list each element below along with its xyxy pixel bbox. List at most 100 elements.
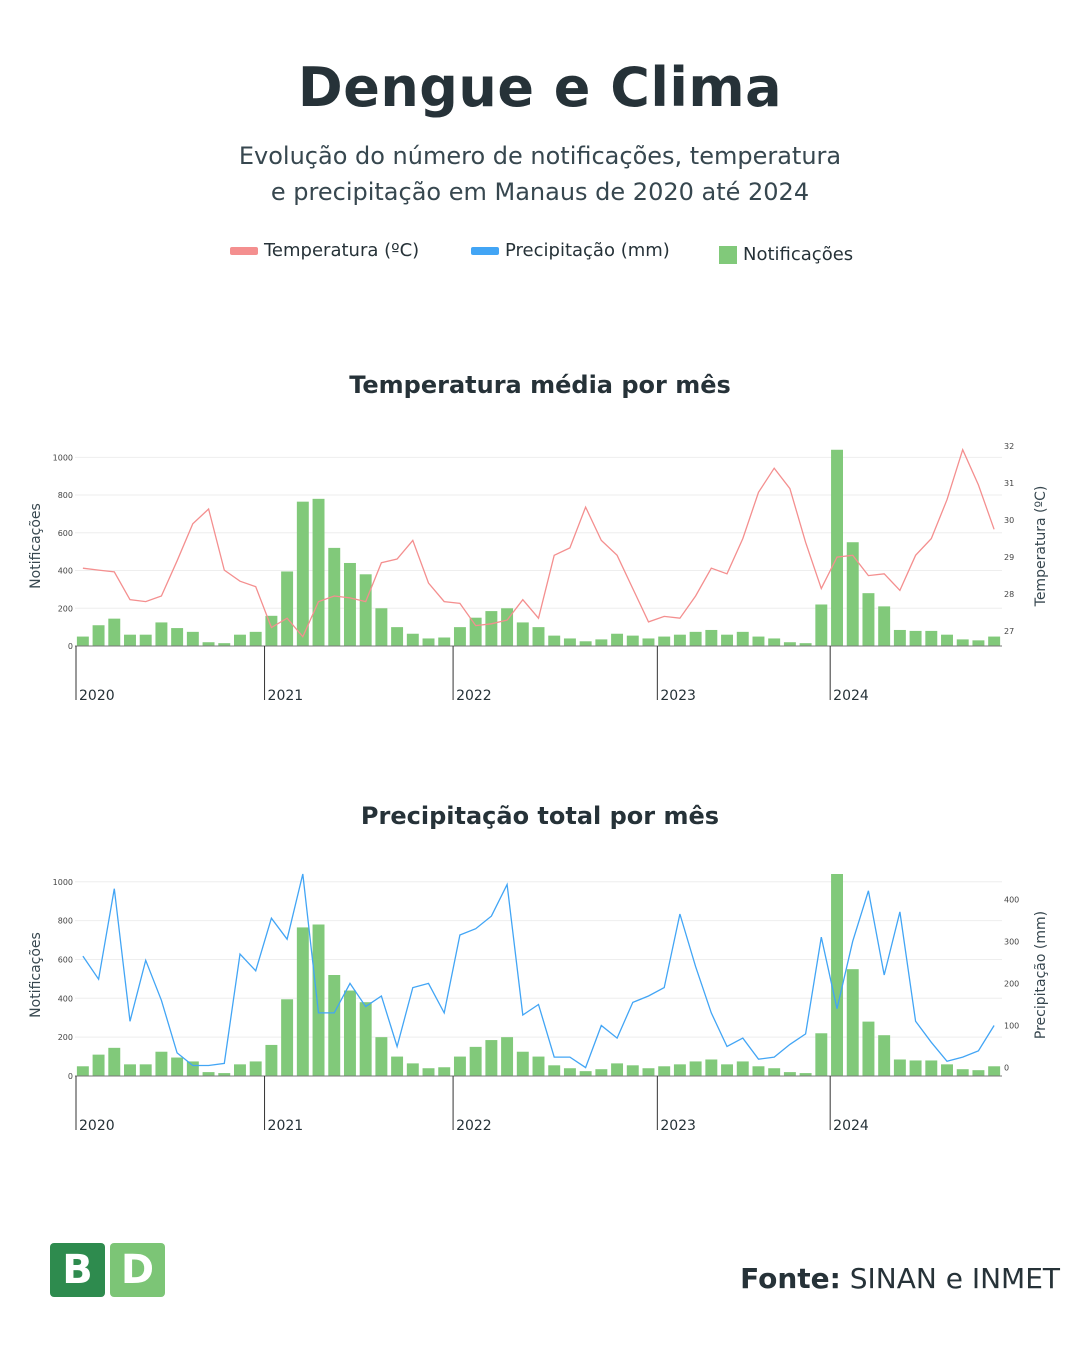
bar-notificacoes <box>988 636 1001 646</box>
y-tick-label: 0 <box>68 1072 73 1081</box>
y-tick-label: 1000 <box>53 453 73 462</box>
bar-notificacoes <box>878 1035 891 1076</box>
y-tick-label: 400 <box>58 994 73 1003</box>
y2-tick-label: 29 <box>1004 553 1014 562</box>
legend-item-temperature[interactable]: Temperatura (ºC) <box>230 240 419 261</box>
legend-swatch-precipitation <box>471 246 499 255</box>
bar-notificacoes <box>108 618 121 646</box>
bar-notificacoes <box>878 606 891 646</box>
year-label: 2023 <box>660 1118 696 1134</box>
legend-label-notifications: Notificações <box>743 244 854 265</box>
bar-notificacoes <box>752 1066 765 1076</box>
source-value: SINAN e INMET <box>849 1262 1060 1295</box>
bar-notificacoes <box>406 1063 419 1076</box>
year-label: 2024 <box>833 1118 869 1134</box>
bar-notificacoes <box>453 627 466 646</box>
year-label: 2020 <box>79 1118 115 1134</box>
bd-logo: B D <box>50 1243 170 1297</box>
bar-notificacoes <box>595 639 608 646</box>
y2-tick-label: 31 <box>1004 479 1014 488</box>
y-tick-label: 0 <box>68 642 73 651</box>
y2-tick-label: 400 <box>1004 895 1019 904</box>
bar-notificacoes <box>563 638 576 646</box>
bar-notificacoes <box>265 1044 278 1076</box>
bar-notificacoes <box>281 999 294 1076</box>
bar-notificacoes <box>501 1037 514 1076</box>
bar-notificacoes <box>218 1073 231 1076</box>
bar-notificacoes <box>815 604 828 646</box>
y2-tick-label: 200 <box>1004 979 1019 988</box>
bar-notificacoes <box>186 631 199 646</box>
bar-notificacoes <box>626 635 639 646</box>
bar-notificacoes <box>422 1068 435 1076</box>
bar-notificacoes <box>925 630 938 646</box>
y-tick-label: 1000 <box>53 878 73 887</box>
y-axis-title: Notificações <box>28 503 44 589</box>
bar-notificacoes <box>438 1067 451 1076</box>
bar-notificacoes <box>359 1002 372 1076</box>
bar-notificacoes <box>815 1033 828 1076</box>
bar-notificacoes <box>438 637 451 646</box>
bar-notificacoes <box>658 1066 671 1076</box>
bar-notificacoes <box>124 1064 136 1076</box>
bar-notificacoes <box>595 1069 608 1076</box>
y2-tick-label: 32 <box>1004 442 1014 451</box>
bar-notificacoes <box>155 622 168 646</box>
bar-notificacoes <box>642 1068 655 1076</box>
y-tick-label: 800 <box>58 917 73 926</box>
bar-notificacoes <box>909 630 922 646</box>
y2-axis-title: Precipitação (mm) <box>1033 911 1049 1039</box>
y2-tick-label: 30 <box>1004 516 1014 525</box>
y-tick-label: 600 <box>58 955 73 964</box>
line-temperature <box>82 447 995 638</box>
y-tick-label: 400 <box>58 567 73 576</box>
bar-notificacoes <box>862 593 875 646</box>
bar-notificacoes <box>673 634 686 646</box>
bar-notificacoes <box>202 642 215 646</box>
bar-notificacoes <box>705 1059 718 1076</box>
bar-notificacoes <box>846 969 859 1076</box>
bar-notificacoes <box>548 1065 561 1076</box>
bar-notificacoes <box>799 643 812 646</box>
legend-item-notifications[interactable]: Notificações <box>719 244 853 265</box>
bar-notificacoes <box>799 1073 812 1076</box>
bar-notificacoes <box>548 635 561 646</box>
bar-notificacoes <box>391 1056 404 1076</box>
page-subtitle: Evolução do número de notificações, temp… <box>140 138 940 210</box>
y-axis-title: Notificações <box>28 932 44 1018</box>
bar-notificacoes <box>92 625 105 646</box>
bar-notificacoes <box>234 1064 246 1076</box>
bar-notificacoes <box>925 1060 938 1076</box>
bar-notificacoes <box>343 990 356 1076</box>
bar-notificacoes <box>281 571 294 646</box>
year-label: 2021 <box>268 688 304 704</box>
bar-notificacoes <box>485 1040 498 1076</box>
bar-notificacoes <box>532 627 545 646</box>
bar-notificacoes <box>689 1061 702 1076</box>
bar-notificacoes <box>516 622 529 646</box>
bar-notificacoes <box>359 574 372 646</box>
bar-notificacoes <box>768 1068 781 1076</box>
bar-notificacoes <box>611 1063 624 1076</box>
logo-b: B <box>50 1243 105 1297</box>
bar-notificacoes <box>218 643 231 646</box>
bar-notificacoes <box>972 1070 985 1076</box>
bar-notificacoes <box>893 1059 906 1076</box>
legend-swatch-temperature <box>230 246 258 255</box>
bar-notificacoes <box>375 608 388 646</box>
y-tick-label: 600 <box>58 529 73 538</box>
bar-notificacoes <box>249 1061 262 1076</box>
bar-notificacoes <box>124 634 136 646</box>
bar-notificacoes <box>406 633 419 646</box>
y2-tick-label: 300 <box>1004 937 1019 946</box>
y2-tick-label: 0 <box>1004 1064 1009 1073</box>
year-label: 2022 <box>456 688 492 704</box>
bar-notificacoes <box>956 639 969 646</box>
bar-notificacoes <box>752 636 765 646</box>
y-tick-label: 200 <box>58 604 73 613</box>
bar-notificacoes <box>532 1056 545 1076</box>
y2-tick-label: 27 <box>1004 627 1014 636</box>
source-credit: Fonte: SINAN e INMET <box>740 1262 1060 1295</box>
legend-item-precipitation[interactable]: Precipitação (mm) <box>471 240 670 261</box>
bar-notificacoes <box>988 1066 1001 1076</box>
